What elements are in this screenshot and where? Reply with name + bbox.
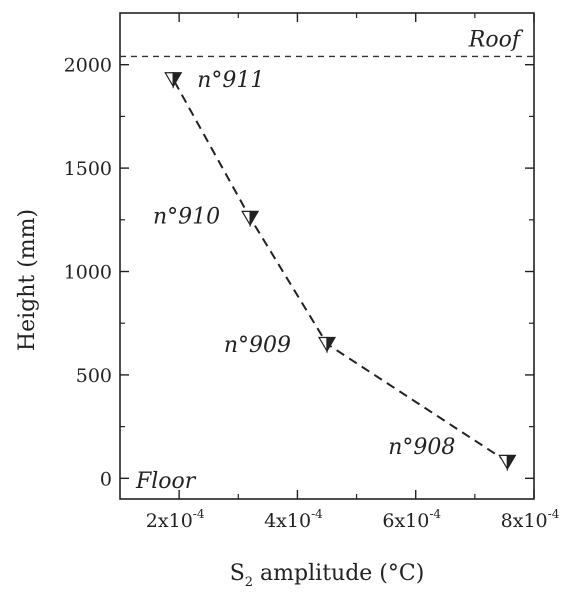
x-tick-label: 8x10-4 (501, 507, 560, 532)
y-tick-label: 2000 (64, 55, 112, 77)
point-label: n°909 (224, 333, 291, 358)
x-axis: 2x10-4 4x10-4 6x10-4 8x10-4 (146, 13, 560, 532)
marker-left-half (164, 72, 174, 89)
y-tick-label: 1500 (64, 158, 112, 180)
reference-lines: Roof (120, 27, 534, 58)
x-tick-label: 6x10-4 (382, 507, 441, 532)
x-tick-exponent: -4 (311, 507, 323, 521)
x-axis-title-main: S (230, 561, 245, 586)
marker-left-half (498, 454, 508, 472)
x-tick-mantissa: 8x10 (501, 510, 548, 532)
x-axis-title: S2 amplitude (°C) (230, 561, 425, 590)
plot-frame (119, 12, 535, 500)
point-label: n°910 (153, 205, 220, 230)
x-tick-label: 2x10-4 (146, 507, 205, 532)
x-tick-mantissa: 6x10 (382, 510, 429, 532)
x-axis-title-subscript: 2 (245, 575, 253, 590)
marker-right-half (172, 72, 183, 89)
marker-right-half (506, 454, 517, 472)
data-point (317, 336, 337, 354)
y-tick-label: 0 (100, 468, 112, 490)
point-label: n°908 (388, 435, 455, 460)
y-axis-title: Height (mm) (15, 209, 40, 351)
y-axis: 0 500 1000 1500 2000 (64, 55, 534, 490)
data-point (164, 72, 183, 89)
x-tick-exponent: -4 (429, 507, 441, 521)
marker-right-half (249, 210, 260, 228)
roof-label: Roof (468, 27, 524, 52)
x-tick-label: 4x10-4 (264, 507, 323, 532)
y-tick-label: 500 (76, 365, 112, 387)
x-tick-mantissa: 4x10 (264, 510, 311, 532)
floor-annotation: Floor (135, 469, 197, 494)
x-tick-exponent: -4 (548, 507, 560, 521)
data-points (164, 72, 517, 472)
y-tick-label: 1000 (64, 262, 112, 284)
data-point (498, 454, 517, 472)
marker-right-half (326, 336, 337, 354)
point-labels: n°908 n°909 n°910 n°911 (153, 68, 455, 460)
x-tick-mantissa: 2x10 (146, 510, 193, 532)
data-point (241, 210, 260, 228)
trend-line (172, 78, 508, 463)
x-tick-exponent: -4 (193, 507, 205, 521)
point-label: n°911 (197, 68, 264, 93)
x-axis-title-rest: amplitude (°C) (253, 561, 424, 586)
marker-left-half (241, 210, 251, 228)
marker-left-half (317, 336, 328, 354)
